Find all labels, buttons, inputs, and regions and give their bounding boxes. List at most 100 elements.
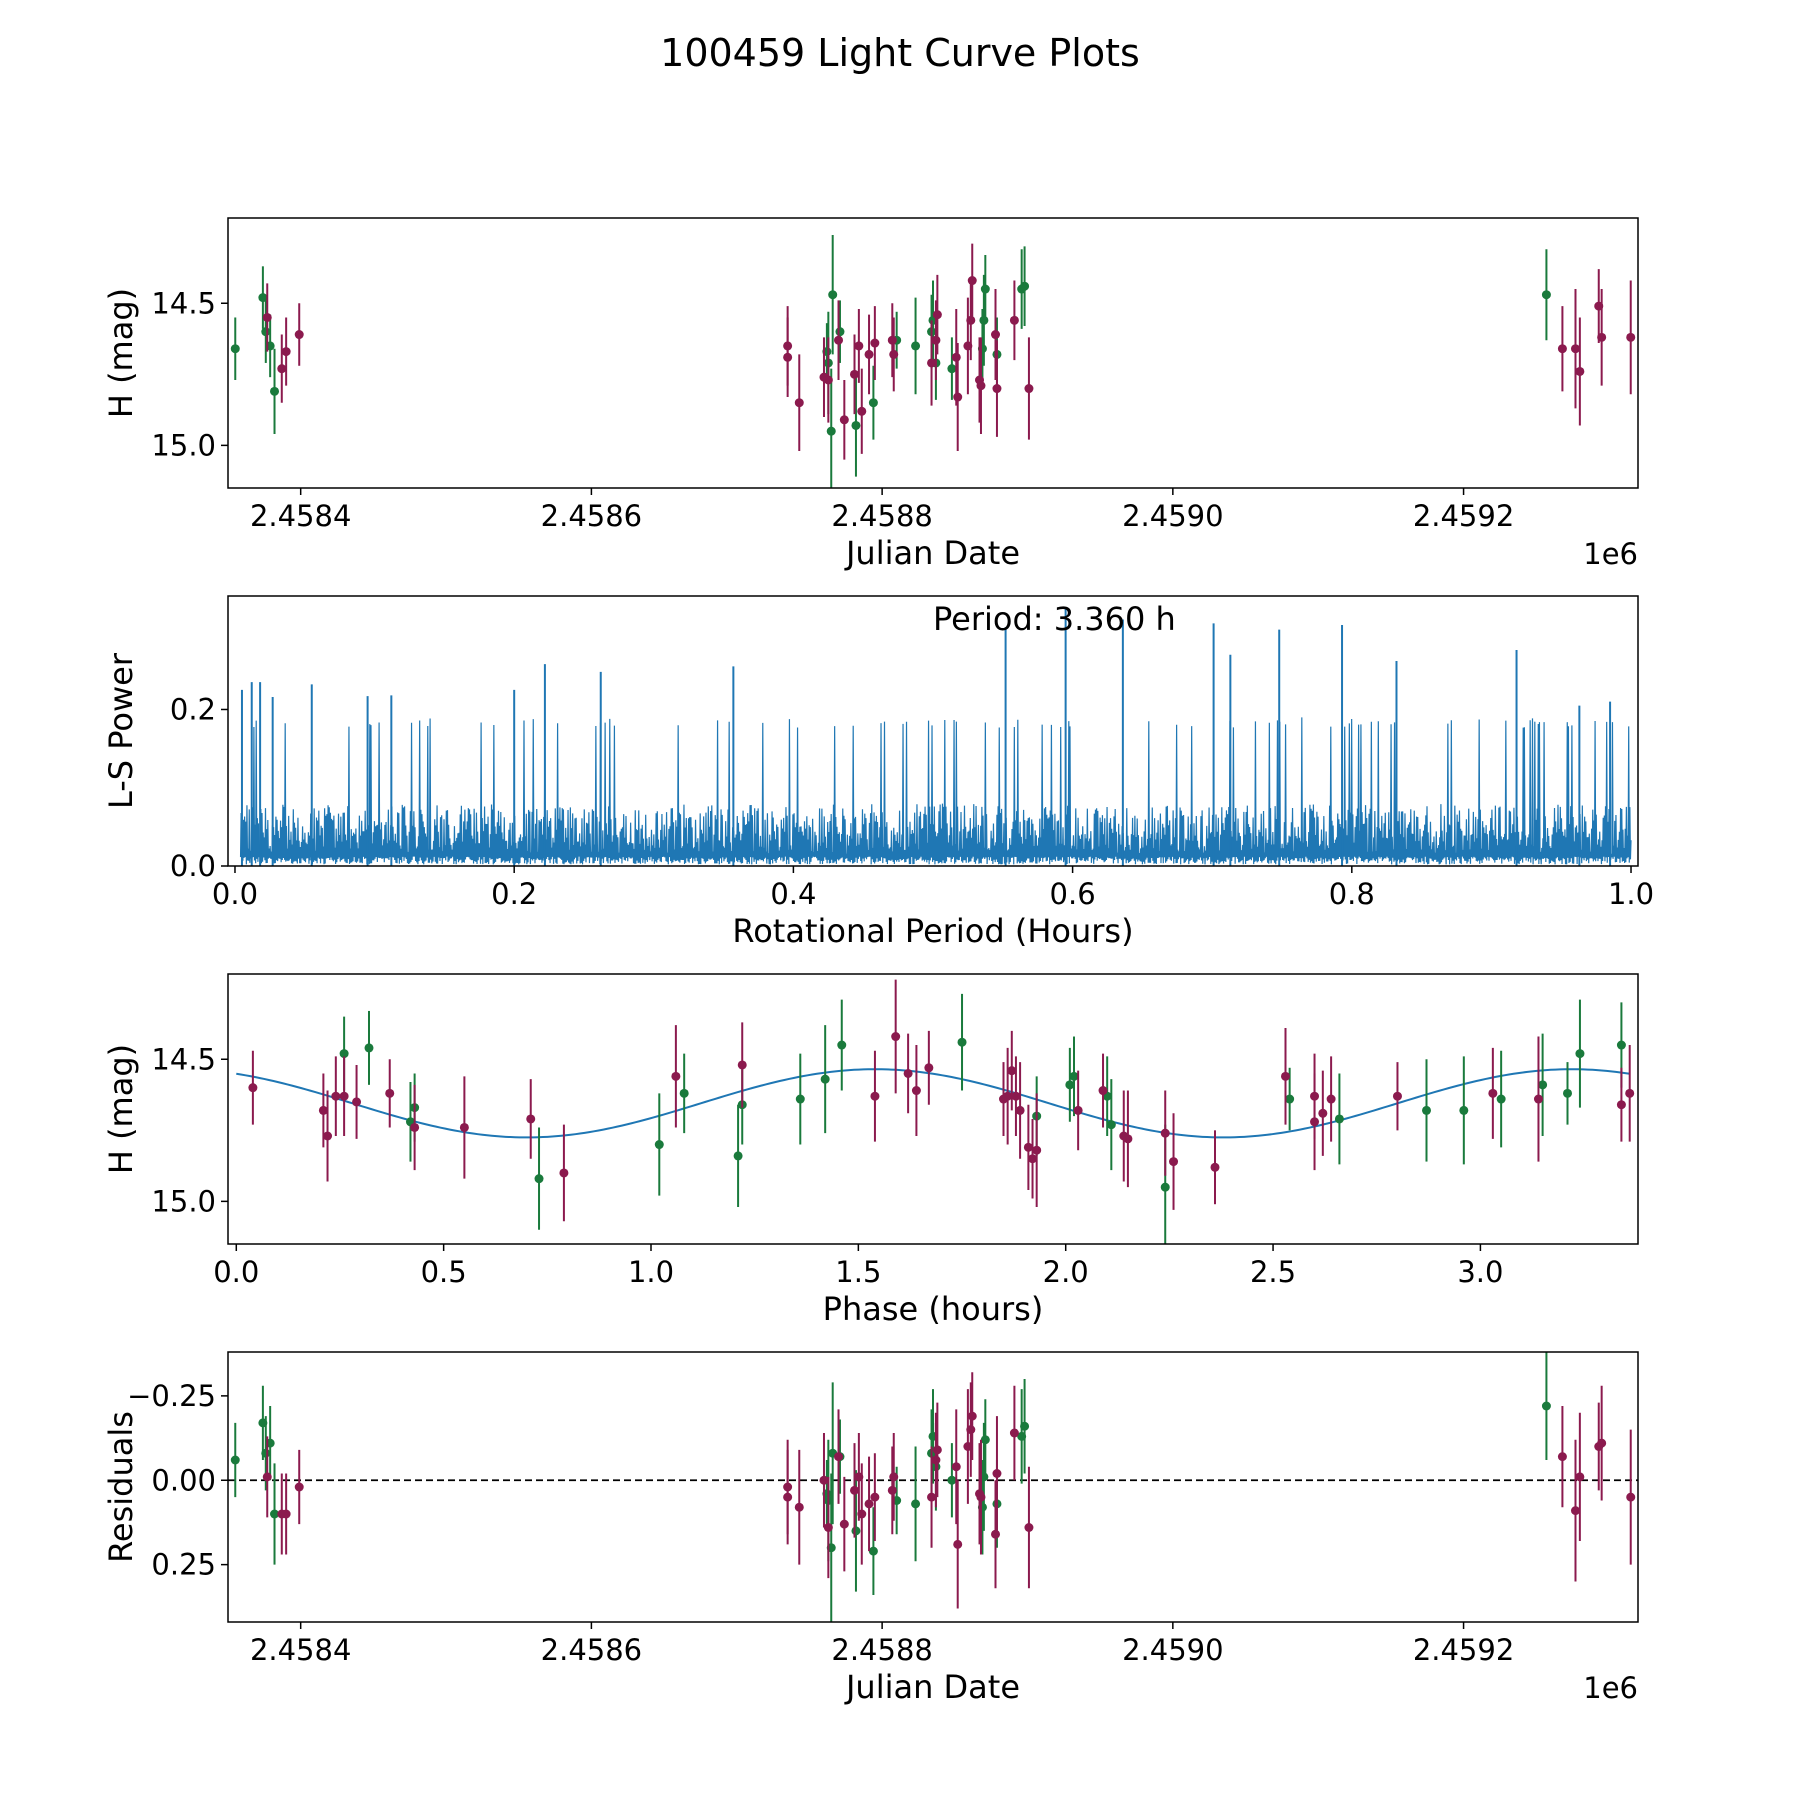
data-point [679,1088,689,1098]
figure-title: 100459 Light Curve Plots [660,31,1140,75]
data-point [868,1546,878,1556]
data-point [795,1094,805,1104]
y-tick-label: 0.0 [170,849,216,883]
data-point [339,1091,349,1101]
residuals-plot-area [228,1352,1638,1622]
lightcurve-x-offset-label: 1e6 [1583,537,1638,571]
data-point [911,1086,921,1096]
x-tick-label: 0.0 [213,1255,259,1289]
data-point [976,1492,986,1502]
data-point [1024,384,1034,394]
data-point [654,1140,664,1150]
data-point [1003,1091,1013,1101]
x-tick-label: 2.4588 [831,1633,932,1667]
x-tick-label: 2.4590 [1122,499,1223,533]
data-point [248,1083,258,1093]
data-point [976,381,986,391]
x-tick-label: 2.5 [1250,1255,1296,1289]
data-point [951,352,961,362]
model-fit-curve [236,1068,1630,1139]
data-point [261,327,271,337]
phased-x-axis-label: Phase (hours) [823,1290,1044,1328]
x-tick-label: 2.4586 [541,499,642,533]
data-point [819,1475,829,1485]
data-point [903,1068,913,1078]
data-point [733,1151,743,1161]
data-point [870,1492,880,1502]
data-point [1123,1134,1133,1144]
data-point [1326,1094,1336,1104]
y-tick-label: −0.25 [127,1379,216,1413]
data-point [1616,1100,1626,1110]
data-point [967,1411,977,1421]
data-point [1533,1094,1543,1104]
data-point [823,1523,833,1532]
data-point [820,1074,830,1084]
data-point [294,330,304,340]
lightcurve-plot-area [230,235,1636,488]
data-point [850,369,860,379]
data-point [230,344,240,354]
data-point [870,338,880,348]
data-point [1334,1114,1344,1124]
data-point [1023,1142,1033,1152]
y-tick-label: 0.00 [151,1463,216,1497]
data-point [1496,1094,1506,1104]
data-point [1285,1094,1295,1104]
period-annotation: Period: 3.360 h [933,600,1176,638]
y-tick-label: 14.5 [151,1042,216,1076]
data-point [992,384,1002,394]
residuals-panel: 2.4584 2.4586 2.4588 2.4590 2.4592 0.25 0.00 −0… [102,1351,1639,1706]
lightcurve-axes-frame [227,217,1639,489]
x-tick-label: 2.4590 [1122,1633,1223,1667]
data-point [991,330,1001,340]
data-point [868,398,878,408]
data-point [1563,1088,1572,1098]
data-point [864,1499,874,1509]
data-point [889,349,899,359]
x-tick-label: 1.5 [835,1255,881,1289]
data-point [1318,1108,1328,1118]
data-point [870,1091,880,1101]
data-point [1020,281,1030,291]
data-point [1626,1492,1636,1502]
data-point [1422,1105,1431,1115]
data-point [1281,1071,1290,1081]
data-point [262,312,272,322]
x-tick-label: 0.6 [1050,877,1096,911]
data-point [979,315,989,325]
data-point [783,341,793,351]
data-point [1575,1472,1585,1482]
data-point [339,1049,349,1059]
data-point [887,1485,897,1495]
data-point [1570,1506,1580,1516]
data-point [924,1063,934,1073]
data-point [826,426,836,436]
data-point [459,1122,469,1132]
data-point [1028,1154,1038,1164]
periodogram-plot-area [239,607,1632,866]
x-tick-label: 0.2 [491,877,537,911]
data-point [1310,1091,1320,1101]
x-tick-label: 0.8 [1329,877,1375,911]
data-point [953,392,963,402]
data-point [1575,366,1585,376]
data-point [1032,1145,1042,1155]
data-point [839,1519,849,1529]
data-point [857,406,867,416]
data-point [1015,1105,1025,1115]
data-point [385,1088,395,1098]
data-point [1557,344,1567,354]
data-point [364,1043,374,1053]
x-tick-label: 2.4586 [541,1633,642,1667]
data-point [911,341,921,351]
y-tick-label: 15.0 [151,428,216,462]
data-point [980,284,990,294]
data-point [966,315,976,325]
data-point [991,1529,1001,1539]
data-point [957,1037,967,1047]
data-point [1065,1080,1075,1090]
data-point [823,375,833,385]
x-tick-label: 0.0 [212,877,258,911]
data-point [932,310,942,320]
